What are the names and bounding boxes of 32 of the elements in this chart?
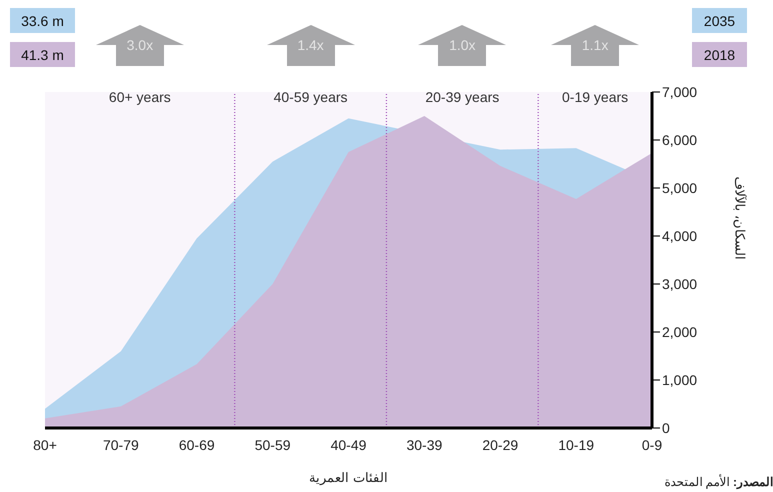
band-label: 40-59 years: [274, 88, 348, 105]
band-label: 60+ years: [108, 88, 171, 105]
x-axis-title: الفئات العمرية: [309, 470, 388, 486]
text: 33.6 m: [10, 8, 75, 33]
text: 41.3 m: [10, 42, 75, 67]
text: 1.1x: [580, 37, 610, 53]
x-tick-label: 30-39: [406, 436, 442, 453]
band-label: 20-39 years: [425, 88, 500, 105]
y-tick-label: 2,000: [662, 324, 698, 340]
y-tick-label: 3,000: [662, 276, 698, 292]
y-tick-label: 1,000: [662, 372, 698, 388]
y-tick-label: 4,000: [662, 228, 698, 244]
y-tick-label: 7,000: [662, 84, 698, 100]
text: 1.0x: [448, 37, 477, 53]
x-tick-label: 40-49: [330, 436, 367, 453]
band-label: 0-19 years: [562, 88, 628, 105]
y-axis-title: السكان، بالآلاف: [732, 176, 748, 260]
text: 3.0x: [126, 37, 154, 53]
text: 2035: [692, 8, 747, 33]
y-tick-label: 6,000: [662, 132, 698, 148]
y-tick-label: 0: [662, 420, 670, 436]
x-tick-label: 50-59: [254, 436, 291, 453]
text: 1.4x: [296, 37, 325, 53]
x-tick-label: 20-29: [482, 436, 518, 453]
x-tick-label: 70-79: [102, 436, 139, 453]
x-tick-label: 0-9: [642, 436, 662, 453]
text: المصدر: الأمم المتحدة: [664, 475, 773, 489]
x-tick-label: 60-69: [178, 436, 215, 453]
y-tick-label: 5,000: [662, 180, 698, 196]
x-tick-label: 80+: [33, 436, 57, 453]
x-tick-label: 10-19: [558, 436, 594, 453]
text: 2018: [692, 42, 747, 67]
